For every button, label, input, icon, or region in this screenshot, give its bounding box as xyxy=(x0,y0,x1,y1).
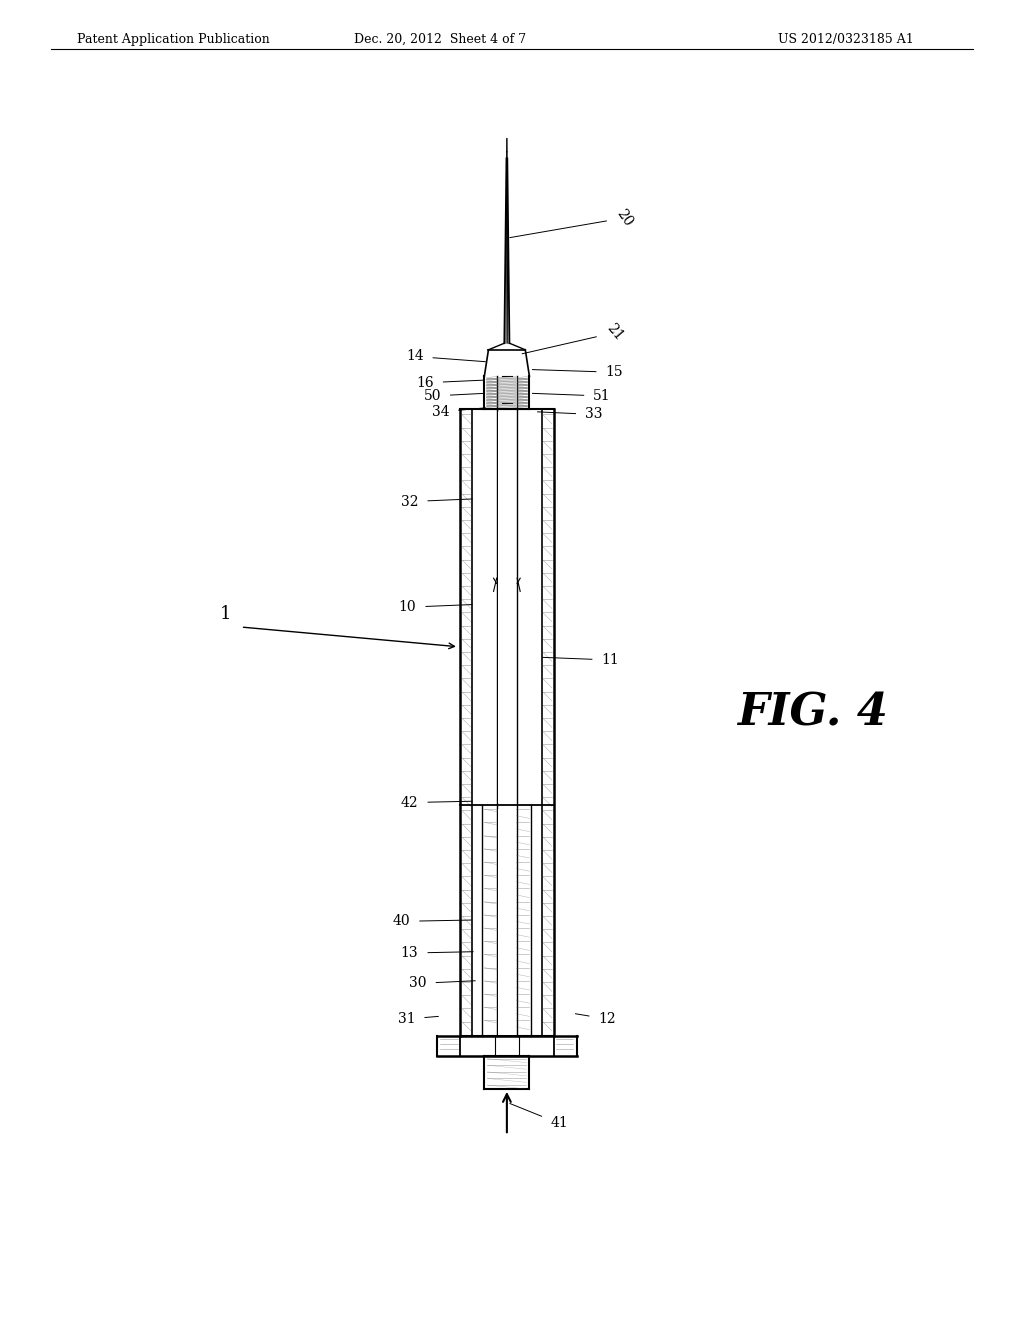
Text: 30: 30 xyxy=(409,977,427,990)
Text: Patent Application Publication: Patent Application Publication xyxy=(77,33,269,46)
Text: 16: 16 xyxy=(416,376,434,389)
Text: 15: 15 xyxy=(605,366,624,379)
Text: 21: 21 xyxy=(603,321,626,345)
Text: 12: 12 xyxy=(598,1012,616,1026)
Text: 34: 34 xyxy=(431,405,450,418)
Text: 10: 10 xyxy=(398,601,417,614)
Text: 11: 11 xyxy=(601,653,620,667)
Text: 33: 33 xyxy=(585,408,603,421)
Text: 1: 1 xyxy=(219,605,231,623)
Text: 14: 14 xyxy=(406,350,424,363)
Text: 20: 20 xyxy=(613,207,636,228)
Text: 31: 31 xyxy=(397,1012,416,1026)
Text: 32: 32 xyxy=(400,495,419,508)
Text: 41: 41 xyxy=(550,1117,568,1130)
Text: FIG. 4: FIG. 4 xyxy=(737,692,888,734)
Text: 13: 13 xyxy=(400,946,419,960)
Text: 40: 40 xyxy=(392,915,411,928)
Text: 50: 50 xyxy=(423,389,441,403)
Text: US 2012/0323185 A1: US 2012/0323185 A1 xyxy=(778,33,914,46)
Bar xyxy=(498,412,516,803)
Text: Dec. 20, 2012  Sheet 4 of 7: Dec. 20, 2012 Sheet 4 of 7 xyxy=(354,33,526,46)
Text: 51: 51 xyxy=(593,389,611,403)
Text: 42: 42 xyxy=(400,796,419,809)
Bar xyxy=(498,809,516,1035)
